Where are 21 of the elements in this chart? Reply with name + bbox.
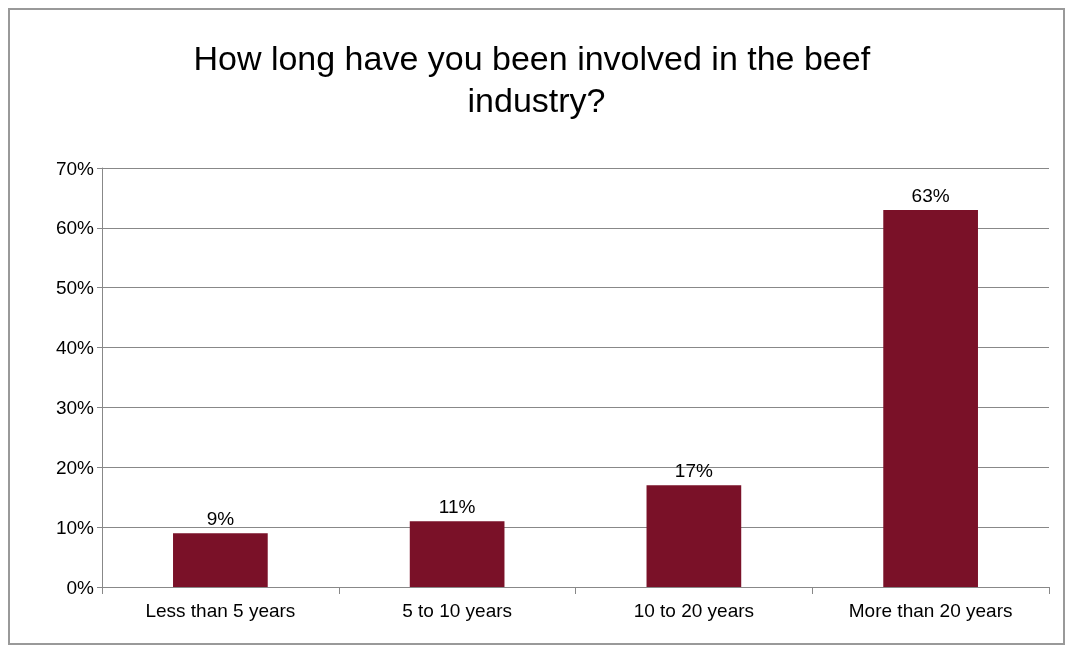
data-label: 17% [674, 460, 713, 482]
chart-title: How long have you been involved in the beef industry? [193, 39, 880, 119]
x-tick-label: Less than 5 years [145, 600, 296, 621]
data-label: 9% [206, 508, 235, 530]
bar [883, 209, 978, 587]
bar [646, 485, 742, 587]
bar [173, 533, 268, 587]
y-tick-label: 10% [55, 516, 95, 538]
y-tick-label: 20% [55, 456, 95, 478]
y-tick-label: 50% [55, 277, 95, 299]
y-tick-label: 70% [55, 157, 95, 179]
x-tick-label: 5 to 10 years [402, 600, 513, 621]
x-tick-label: 10 to 20 years [633, 600, 755, 621]
y-tick-label: 60% [55, 217, 95, 239]
data-label: 63% [911, 184, 950, 206]
y-tick-label: 30% [55, 396, 95, 418]
y-tick-label: 0% [66, 576, 95, 598]
x-tick-label: More than 20 years [848, 600, 1013, 621]
data-label: 11% [438, 496, 476, 518]
y-tick-label: 40% [55, 337, 95, 359]
bar [409, 521, 505, 587]
